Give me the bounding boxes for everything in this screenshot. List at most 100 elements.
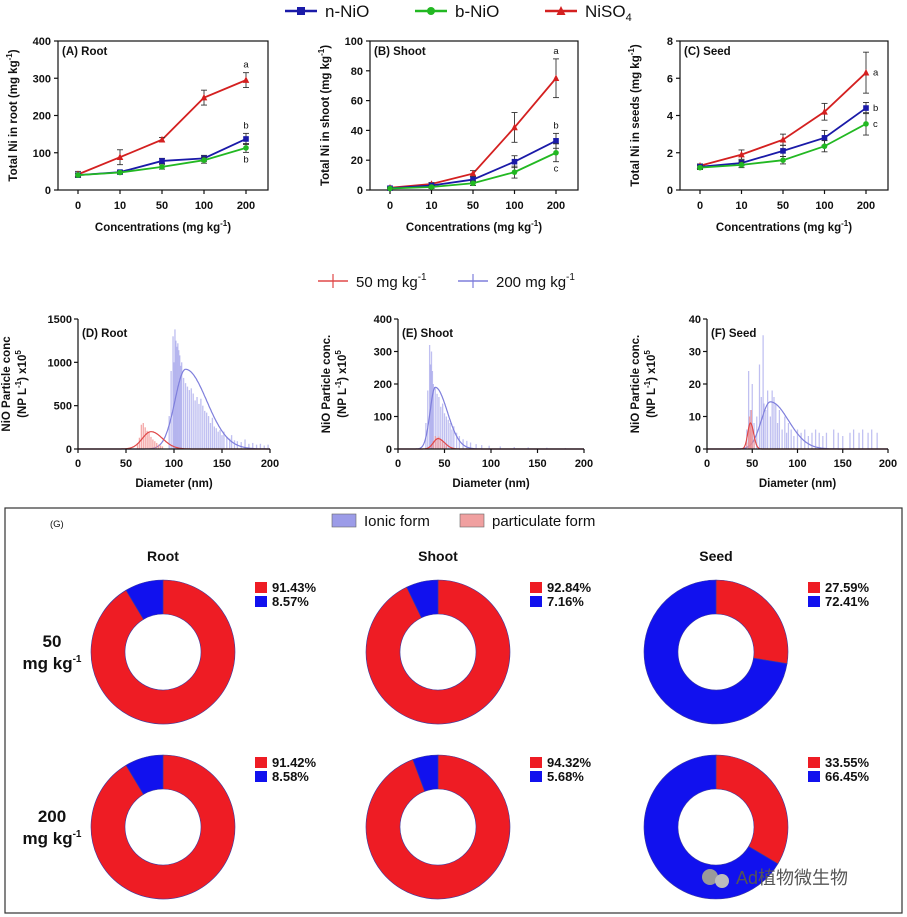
pct-label-red: 27.59% <box>825 580 870 595</box>
pct-label-red: 91.43% <box>272 580 317 595</box>
y-axis-label-text: (NP L <box>17 388 29 418</box>
histogram-bar <box>190 388 192 449</box>
histogram-bar <box>267 444 269 449</box>
histogram-bar <box>441 403 444 449</box>
pct-swatch-blue <box>808 771 820 782</box>
donut-slice-red <box>715 579 789 665</box>
pct-label-red: 33.55% <box>825 755 870 770</box>
y-axis-label-line1: NiO Particle conc. <box>321 335 333 433</box>
histogram-bar <box>771 390 773 449</box>
y-axis-label-line2: (NP L-1) x105 <box>643 350 658 418</box>
data-point <box>243 136 249 142</box>
x-tick-label: 150 <box>213 458 231 470</box>
histogram-bar <box>822 436 824 449</box>
histogram-bar <box>161 446 164 449</box>
histogram-bar <box>458 436 461 449</box>
data-point <box>200 93 208 101</box>
histogram-bar <box>233 440 236 449</box>
x-tick-label: 50 <box>777 200 789 212</box>
x-tick-label: 200 <box>879 458 897 470</box>
y-tick-label: 1500 <box>48 314 72 326</box>
histogram-bar <box>144 427 146 449</box>
pct-swatch-blue <box>255 771 267 782</box>
legend-mid: 50 mg kg-1 200 mg kg-1 <box>318 272 575 291</box>
histogram-bar <box>790 429 792 449</box>
histogram-bar <box>842 436 844 449</box>
y-axis-label-text: (NP L <box>646 388 658 418</box>
pct-label-blue: 5.68% <box>547 769 584 784</box>
histogram-bar <box>440 439 442 449</box>
data-point <box>201 157 207 163</box>
column-header: Root <box>147 548 179 564</box>
histogram-bar <box>833 429 835 449</box>
histogram-bar <box>825 432 828 449</box>
histogram-bar <box>469 442 472 449</box>
histogram-bar <box>747 371 750 449</box>
y-tick-label: 20 <box>689 379 701 391</box>
donut-slice-blue <box>125 579 164 620</box>
histogram-bar <box>170 371 172 449</box>
y-tick-label: 30 <box>689 347 701 359</box>
y-tick-label: 0 <box>66 444 72 456</box>
wechat-icon-bubble <box>715 874 729 888</box>
histogram-bar <box>546 447 548 449</box>
x-axis-label-text: Concentrations (mg kg <box>716 222 841 234</box>
x-tick-label: 50 <box>467 200 479 212</box>
histogram-bar <box>252 442 254 449</box>
x-axis-label-end: ) <box>848 222 852 234</box>
legend-label-2: NiSO4 <box>585 2 632 24</box>
y-tick-label: 0 <box>386 444 392 456</box>
histogram-bar <box>434 436 436 449</box>
donut-slice-red <box>90 579 236 725</box>
legend-label-g-1: particulate form <box>492 513 595 530</box>
histogram-panel-f: 0 10 20 30 40 0 50 100 150 200 (F) Seed Diameter (n… <box>630 314 897 490</box>
x-tick-label: 0 <box>387 200 393 212</box>
y-axis-label-text: Total Ni in root (mg kg <box>8 60 20 181</box>
data-point <box>552 74 560 82</box>
donut-shoot-50: 92.84%7.16% <box>365 579 592 725</box>
histogram-bar <box>255 444 258 449</box>
data-point <box>738 150 745 158</box>
y-axis-label-sup: -1 <box>5 53 14 61</box>
histogram-bar <box>259 443 262 449</box>
y-tick-label: 0 <box>357 185 363 197</box>
significance-letter: b <box>553 120 558 131</box>
y-axis-label: Total Ni in root (mg kg-1) <box>5 49 20 181</box>
histogram-bar <box>765 410 767 449</box>
histogram-bar <box>196 397 198 449</box>
histogram-bar <box>746 442 748 449</box>
x-axis-label-end: ) <box>227 222 231 234</box>
y-tick-label: 80 <box>351 66 363 78</box>
histogram-bar <box>852 429 855 449</box>
data-point <box>158 135 166 143</box>
y-axis-label-sup: -1 <box>627 48 636 56</box>
histogram-bar <box>217 431 219 449</box>
x-tick-label: 0 <box>697 200 703 212</box>
legend-text: 200 mg kg <box>496 274 566 291</box>
histogram-bar <box>753 439 755 449</box>
y-axis-label-text: Total Ni in seeds (mg kg <box>630 55 642 186</box>
legend-superscript: -1 <box>418 272 427 283</box>
y-axis-label-sup: -1 <box>14 380 23 388</box>
histogram-bar <box>204 410 206 449</box>
histogram-bar <box>174 329 176 449</box>
x-tick-label: 100 <box>165 458 183 470</box>
y-axis-label-line2: (NP L-1) x105 <box>14 350 29 418</box>
donut-slice-red <box>715 754 789 865</box>
histogram-bar <box>762 335 764 449</box>
data-point <box>511 158 518 165</box>
x-tick-label: 100 <box>815 200 833 212</box>
line-panel-c: 0 2 4 6 8 0 10 50 100 200 a bc (C) Seed Concentration… <box>627 36 889 234</box>
y-tick-label: 300 <box>374 347 392 359</box>
pct-label-red: 91.42% <box>272 755 317 770</box>
y-tick-label: 40 <box>689 314 701 326</box>
histogram-bar <box>213 426 215 449</box>
histogram-bar <box>441 441 444 449</box>
x-tick-label: 10 <box>735 200 747 212</box>
histogram-bar <box>180 365 182 449</box>
y-axis-label: Total Ni in shoot (mg kg-1) <box>317 45 332 186</box>
y-tick-label: 6 <box>667 73 673 85</box>
data-point <box>75 172 81 178</box>
